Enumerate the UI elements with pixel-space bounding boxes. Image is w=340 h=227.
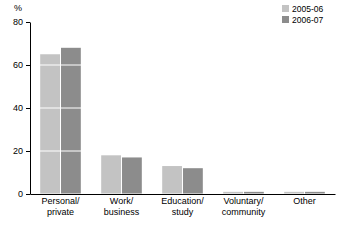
legend-swatch — [282, 16, 289, 23]
grid-line — [30, 22, 335, 23]
x-tick-label: Personal/private — [41, 196, 80, 216]
bars — [40, 48, 325, 194]
y-tick-mark — [26, 22, 30, 23]
x-axis-line — [31, 194, 336, 195]
y-tick-label: 0 — [18, 189, 23, 199]
legend-swatch — [282, 5, 289, 12]
x-tick-label-line: Work/ — [110, 196, 134, 206]
bar — [61, 48, 81, 194]
y-tick-label: 80 — [13, 17, 23, 27]
bar — [122, 157, 142, 194]
x-tick: Education/study — [161, 196, 204, 216]
x-tick-label-line: community — [222, 207, 266, 217]
y-tick-label: 60 — [13, 60, 23, 70]
x-tick: Other — [293, 196, 316, 206]
plot: 0 20 40 60 80 Personal/private Work/business Ed… — [13, 17, 336, 216]
grid-line — [30, 108, 335, 109]
x-tick-label: Education/study — [161, 196, 204, 216]
x-axis: Personal/private Work/business Education/s… — [31, 195, 336, 217]
x-tick-label-line: Other — [293, 196, 316, 206]
bar — [101, 155, 121, 194]
y-tick: 60 — [13, 60, 30, 70]
legend: 2005-062006-07 — [282, 4, 323, 25]
x-tick-label: Other — [293, 196, 316, 206]
x-tick-label: Voluntary/community — [222, 196, 266, 216]
y-tick-mark — [26, 65, 30, 66]
y-axis-line — [30, 23, 31, 195]
x-tick-label-line: private — [47, 207, 74, 217]
y-tick-mark — [26, 194, 30, 195]
chart: 0 20 40 60 80 Personal/private Work/business Ed… — [0, 0, 340, 227]
y-tick-label: 20 — [13, 146, 23, 156]
y-tick-mark — [26, 151, 30, 152]
legend-label: 2005-06 — [292, 4, 323, 14]
y-axis: 0 20 40 60 80 — [13, 17, 31, 199]
x-tick: Voluntary/community — [222, 196, 266, 216]
x-tick-label-line: Education/ — [161, 196, 204, 206]
y-tick: 20 — [13, 146, 30, 156]
x-tick-label-line: Personal/ — [41, 196, 80, 206]
legend-label: 2006-07 — [292, 15, 323, 25]
y-tick: 80 — [13, 17, 30, 27]
y-tick: 40 — [13, 103, 30, 113]
y-tick: 0 — [18, 189, 30, 199]
y-axis-title: % — [14, 3, 22, 13]
bar — [183, 168, 203, 194]
bar — [40, 54, 60, 194]
y-tick-label: 40 — [13, 103, 23, 113]
x-tick-label-line: study — [172, 207, 194, 217]
y-tick-mark — [26, 108, 30, 109]
grid-line — [30, 151, 335, 152]
x-tick: Work/business — [104, 196, 140, 216]
grid — [30, 22, 335, 194]
x-tick-label-line: Voluntary/ — [223, 196, 264, 206]
grid-line — [30, 194, 335, 195]
x-tick-label: Work/business — [104, 196, 140, 216]
bar — [162, 166, 182, 194]
x-tick-label-line: business — [104, 207, 140, 217]
x-tick: Personal/private — [41, 196, 80, 216]
grid-line — [30, 65, 335, 66]
